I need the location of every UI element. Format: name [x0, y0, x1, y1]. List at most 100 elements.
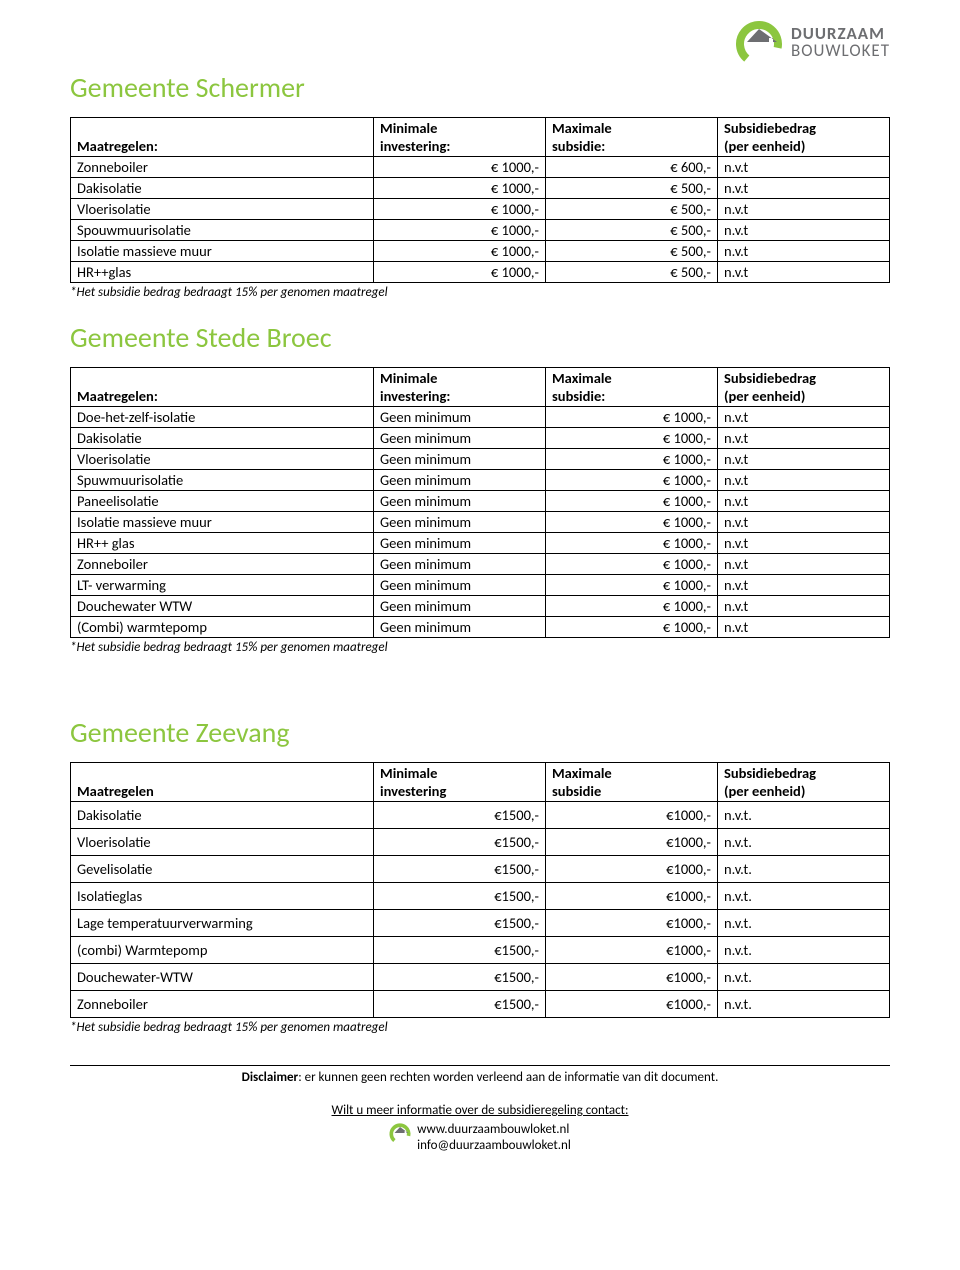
table-cell: € 1000,- [546, 512, 718, 533]
table-header: Maximalesubsidie [546, 763, 718, 802]
brand-logo: DUURZAAM BOUWLOKET [735, 18, 890, 66]
table-cell: Lage temperatuurverwarming [71, 910, 374, 937]
table-cell: € 500,- [546, 199, 718, 220]
table-cell: Douchewater-WTW [71, 964, 374, 991]
table-cell: n.v.t. [717, 937, 889, 964]
table-cell: n.v.t. [717, 829, 889, 856]
table-row: HR++glas€ 1000,-€ 500,-n.v.t [71, 262, 890, 283]
table-row: Isolatie massieve muurGeen minimum€ 1000… [71, 512, 890, 533]
table-cell: n.v.t. [717, 856, 889, 883]
logo-mark-icon [735, 18, 783, 66]
table-header: Minimaleinvestering: [374, 368, 546, 407]
table-cell: € 1000,- [546, 575, 718, 596]
brand-line2: BOUWLOKET [791, 42, 890, 59]
table-cell: €1000,- [546, 802, 718, 829]
table-cell: €1000,- [546, 964, 718, 991]
table-cell: Doe-het-zelf-isolatie [71, 407, 374, 428]
table-cell: Spouwmuurisolatie [71, 220, 374, 241]
table-cell: Geen minimum [374, 449, 546, 470]
table-cell: n.v.t [717, 157, 889, 178]
table-cell: Geen minimum [374, 617, 546, 638]
table-cell: Geen minimum [374, 407, 546, 428]
table-cell: €1500,- [374, 856, 546, 883]
page-footer: Disclaimer: er kunnen geen rechten worde… [70, 1065, 890, 1153]
footer-url-email: info@duurzaambouwloket.nl [417, 1138, 571, 1154]
table-footnote: *Het subsidie bedrag bedraagt 15% per ge… [70, 640, 890, 655]
footer-links: www.duurzaambouwloket.nl info@duurzaambo… [70, 1122, 890, 1153]
table-cell: Zonneboiler [71, 554, 374, 575]
table-header: Maatregelen [71, 763, 374, 802]
section-title: Gemeente Stede Broec [70, 320, 890, 355]
table-row: Zonneboiler€1500,-€1000,-n.v.t. [71, 991, 890, 1018]
table-cell: Geen minimum [374, 470, 546, 491]
table-row: Douchewater-WTW€1500,-€1000,-n.v.t. [71, 964, 890, 991]
table-cell: € 1000,- [546, 407, 718, 428]
table-cell: Geen minimum [374, 491, 546, 512]
table-row: DakisolatieGeen minimum€ 1000,-n.v.t [71, 428, 890, 449]
table-cell: LT- verwarming [71, 575, 374, 596]
table-cell: n.v.t [717, 220, 889, 241]
table-row: Isolatieglas€1500,-€1000,-n.v.t. [71, 883, 890, 910]
table-cell: € 1000,- [374, 199, 546, 220]
table-cell: Dakisolatie [71, 428, 374, 449]
table-header: Maatregelen: [71, 118, 374, 157]
table-cell: Paneelisolatie [71, 491, 374, 512]
table-cell: Vloerisolatie [71, 449, 374, 470]
logo-text: DUURZAAM BOUWLOKET [791, 25, 890, 59]
table-cell: n.v.t [717, 575, 889, 596]
table-header: Minimaleinvestering: [374, 118, 546, 157]
table-cell: € 1000,- [546, 533, 718, 554]
contact-line: Wilt u meer informatie over de subsidier… [70, 1103, 890, 1118]
table-cell: Dakisolatie [71, 178, 374, 199]
table-cell: Isolatieglas [71, 883, 374, 910]
table-row: Vloerisolatie€ 1000,-€ 500,-n.v.t [71, 199, 890, 220]
table-cell: €1500,- [374, 883, 546, 910]
table-cell: €1500,- [374, 937, 546, 964]
table-cell: Vloerisolatie [71, 199, 374, 220]
table-row: HR++ glasGeen minimum€ 1000,-n.v.t [71, 533, 890, 554]
table-cell: n.v.t [717, 449, 889, 470]
table-cell: n.v.t. [717, 883, 889, 910]
table-row: Doe-het-zelf-isolatieGeen minimum€ 1000,… [71, 407, 890, 428]
table-footnote: *Het subsidie bedrag bedraagt 15% per ge… [70, 1020, 890, 1035]
table-row: Dakisolatie€1500,-€1000,-n.v.t. [71, 802, 890, 829]
table-cell: n.v.t [717, 512, 889, 533]
table-cell: HR++glas [71, 262, 374, 283]
table-cell: n.v.t [717, 617, 889, 638]
footer-url-web: www.duurzaambouwloket.nl [417, 1122, 571, 1138]
table-cell: Vloerisolatie [71, 829, 374, 856]
subsidy-table: Maatregelen:Minimaleinvestering:Maximale… [70, 117, 890, 283]
table-cell: € 1000,- [546, 554, 718, 575]
disclaimer-label: Disclaimer [242, 1070, 299, 1085]
table-cell: Geen minimum [374, 428, 546, 449]
table-cell: Geen minimum [374, 575, 546, 596]
table-cell: Douchewater WTW [71, 596, 374, 617]
table-cell: n.v.t [717, 554, 889, 575]
table-cell: n.v.t [717, 533, 889, 554]
table-cell: Isolatie massieve muur [71, 512, 374, 533]
table-cell: €1000,- [546, 910, 718, 937]
table-cell: n.v.t [717, 262, 889, 283]
table-cell: € 500,- [546, 262, 718, 283]
table-cell: € 1000,- [546, 491, 718, 512]
table-cell: n.v.t [717, 596, 889, 617]
table-cell: Zonneboiler [71, 157, 374, 178]
table-cell: Isolatie massieve muur [71, 241, 374, 262]
table-cell: Zonneboiler [71, 991, 374, 1018]
table-cell: Geen minimum [374, 533, 546, 554]
section-title: Gemeente Schermer [70, 70, 890, 105]
table-cell: € 1000,- [374, 220, 546, 241]
table-cell: n.v.t [717, 407, 889, 428]
table-row: VloerisolatieGeen minimum€ 1000,-n.v.t [71, 449, 890, 470]
table-row: SpuwmuurisolatieGeen minimum€ 1000,-n.v.… [71, 470, 890, 491]
table-cell: € 500,- [546, 241, 718, 262]
table-cell: Spuwmuurisolatie [71, 470, 374, 491]
table-cell: (combi) Warmtepomp [71, 937, 374, 964]
table-header: Maximalesubsidie: [546, 118, 718, 157]
table-row: Dakisolatie€ 1000,-€ 500,-n.v.t [71, 178, 890, 199]
table-cell: n.v.t [717, 241, 889, 262]
table-cell: € 1000,- [546, 617, 718, 638]
table-cell: € 500,- [546, 178, 718, 199]
table-cell: € 1000,- [374, 178, 546, 199]
table-cell: n.v.t [717, 470, 889, 491]
